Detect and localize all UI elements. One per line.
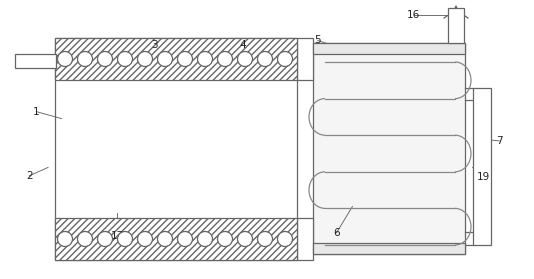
Circle shape [278, 232, 293, 247]
Circle shape [278, 52, 293, 66]
Text: 7: 7 [496, 136, 502, 146]
Bar [313, 43, 465, 254]
Text: 1: 1 [33, 107, 40, 117]
Text: 19: 19 [477, 172, 490, 182]
Circle shape [238, 52, 253, 66]
Bar [448, 8, 464, 43]
Text: 4: 4 [240, 40, 246, 50]
Circle shape [77, 52, 92, 66]
Circle shape [98, 232, 113, 247]
Circle shape [238, 232, 253, 247]
Text: 3: 3 [152, 40, 158, 50]
Bar [313, 243, 465, 254]
Bar [55, 38, 297, 80]
Circle shape [257, 232, 272, 247]
Bar [473, 88, 491, 245]
Circle shape [177, 232, 192, 247]
Text: 5: 5 [315, 35, 321, 45]
Bar [297, 38, 313, 80]
Bar [297, 218, 313, 260]
Text: 16: 16 [407, 10, 420, 20]
Text: 17: 17 [111, 231, 124, 241]
Circle shape [137, 232, 153, 247]
Circle shape [257, 52, 272, 66]
Bar [313, 43, 465, 54]
Circle shape [117, 232, 132, 247]
Circle shape [198, 52, 213, 66]
Circle shape [58, 232, 73, 247]
Circle shape [177, 52, 192, 66]
Circle shape [137, 52, 153, 66]
Circle shape [217, 232, 232, 247]
Circle shape [77, 232, 92, 247]
Circle shape [58, 52, 73, 66]
Bar [55, 38, 297, 260]
Text: 6: 6 [333, 228, 340, 238]
Bar [55, 218, 297, 260]
Circle shape [217, 52, 232, 66]
Text: 2: 2 [26, 171, 33, 181]
Circle shape [117, 52, 132, 66]
Circle shape [158, 52, 172, 66]
Circle shape [98, 52, 113, 66]
Bar [15, 54, 56, 68]
Circle shape [158, 232, 172, 247]
Circle shape [198, 232, 213, 247]
